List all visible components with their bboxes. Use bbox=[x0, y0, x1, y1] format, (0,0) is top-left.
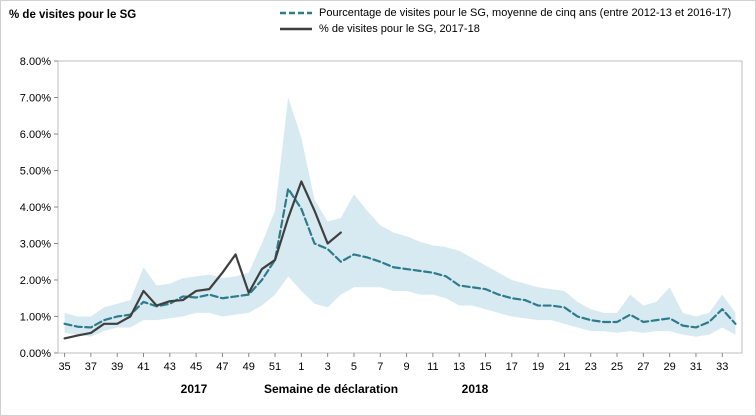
legend-label-current-season: % de visites pour le SG, 2017-18 bbox=[319, 23, 480, 35]
x-tick-label: 11 bbox=[427, 361, 438, 373]
dashed-line-icon bbox=[280, 11, 312, 15]
x-tick-label: 27 bbox=[637, 361, 649, 373]
year-label-2018: 2018 bbox=[461, 382, 489, 396]
x-tick-label: 5 bbox=[351, 361, 357, 373]
y-tick-label: 4.00% bbox=[20, 202, 51, 214]
x-tick-label: 37 bbox=[85, 361, 97, 373]
x-tick-label: 9 bbox=[404, 361, 410, 373]
season-2017-18-line bbox=[63, 180, 342, 340]
x-tick-label: 17 bbox=[506, 361, 518, 373]
y-tick-label: 6.00% bbox=[20, 129, 51, 141]
y-tick-label: 5.00% bbox=[20, 166, 51, 178]
x-tick-label: 35 bbox=[58, 361, 70, 373]
year-label-2017: 2017 bbox=[180, 382, 208, 396]
x-tick-label: 39 bbox=[111, 361, 123, 373]
y-tick-label: 0.00% bbox=[20, 348, 51, 360]
x-tick-label: 25 bbox=[611, 361, 623, 373]
x-tick-label: 41 bbox=[137, 361, 149, 373]
chart-title: % de visites pour le SG bbox=[9, 9, 137, 21]
x-tick-label: 47 bbox=[216, 361, 228, 373]
x-tick-label: 19 bbox=[532, 361, 544, 373]
y-axis-labels: 0.00% 1.00% 2.00% 3.00% 4.00% 5.00% 6.00% 7.00%… bbox=[20, 56, 58, 360]
x-tick-label: 43 bbox=[164, 361, 176, 373]
x-tick-label: 3 bbox=[325, 361, 331, 373]
x-axis-labels: 35 37 39 41 43 45 47 49 51 1 3 5 7 9 11 13 15 17 19 21 23 25 2… bbox=[58, 353, 728, 373]
legend: Pourcentage de visites pour le SG, moyen… bbox=[279, 6, 731, 36]
x-tick-label: 21 bbox=[558, 361, 570, 373]
x-tick-label: 51 bbox=[269, 361, 281, 373]
solid-line-icon bbox=[280, 27, 312, 31]
legend-label-five-year-average: Pourcentage de visites pour le SG, moyen… bbox=[319, 7, 732, 19]
x-tick-label: 33 bbox=[716, 361, 728, 373]
legend-item-current-season: % de visites pour le SG, 2017-18 bbox=[279, 22, 731, 36]
y-tick-label: 3.00% bbox=[20, 239, 51, 251]
x-tick-label: 15 bbox=[479, 361, 491, 373]
x-tick-label: 49 bbox=[243, 361, 255, 373]
y-tick-label: 7.00% bbox=[20, 93, 51, 105]
x-tick-label: 31 bbox=[690, 361, 702, 373]
y-tick-label: 2.00% bbox=[20, 275, 51, 287]
x-tick-label: 45 bbox=[190, 361, 202, 373]
legend-item-five-year-average: Pourcentage de visites pour le SG, moyen… bbox=[279, 6, 731, 20]
x-tick-label: 13 bbox=[453, 361, 465, 373]
x-axis-title: Semaine de déclaration bbox=[263, 382, 399, 396]
y-tick-label: 1.00% bbox=[20, 312, 51, 324]
x-tick-label: 23 bbox=[585, 361, 597, 373]
x-tick-label: 7 bbox=[377, 361, 383, 373]
x-tick-label: 1 bbox=[298, 361, 304, 373]
x-tick-label: 29 bbox=[664, 361, 676, 373]
five-year-range-area bbox=[64, 97, 736, 337]
y-tick-label: 8.00% bbox=[20, 56, 51, 68]
